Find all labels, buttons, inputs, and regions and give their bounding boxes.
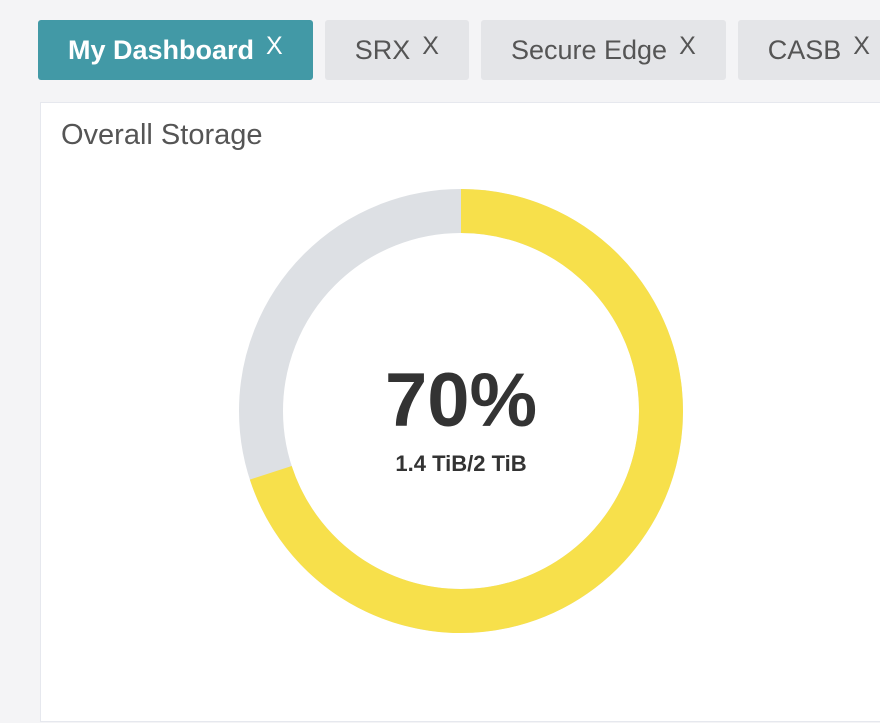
- storage-donut: [239, 189, 683, 633]
- donut-center: 70% 1.4 TiB/2 TiB: [361, 361, 561, 477]
- close-icon[interactable]: X: [266, 31, 283, 60]
- tab-label: My Dashboard: [68, 34, 255, 65]
- donut-used-segment: [249, 189, 683, 633]
- dashboard-tabs: My Dashboard X SRX X Secure Edge X CASB X: [38, 20, 880, 80]
- tab-secure-edge[interactable]: Secure Edge X: [480, 20, 726, 80]
- tab-srx[interactable]: SRX X: [324, 20, 469, 80]
- percent-label: 70%: [384, 358, 538, 443]
- overall-storage-widget: Overall Storage 70% 1.4 TiB/2 TiB: [40, 102, 880, 722]
- close-icon[interactable]: X: [422, 31, 439, 60]
- usage-label: 1.4 TiB/2 TiB: [395, 451, 527, 476]
- close-icon[interactable]: X: [853, 31, 870, 60]
- tab-label: CASB: [767, 34, 842, 65]
- tab-label: Secure Edge: [510, 34, 668, 65]
- tab-label: SRX: [354, 34, 411, 65]
- tab-my-dashboard[interactable]: My Dashboard X: [38, 20, 313, 80]
- widget-title: Overall Storage: [61, 119, 263, 151]
- close-icon[interactable]: X: [679, 31, 696, 60]
- tab-casb[interactable]: CASB X: [737, 20, 880, 80]
